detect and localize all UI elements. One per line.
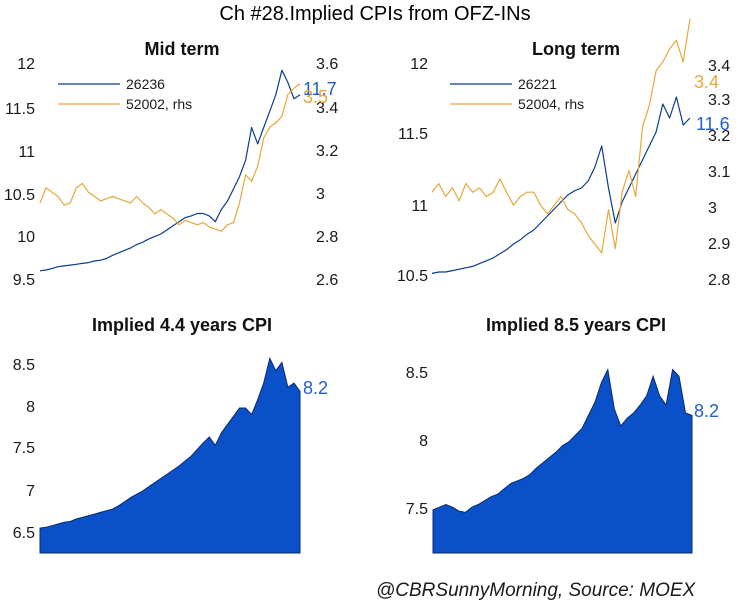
source-footer: @CBRSunnyMorning, Source: MOEX (376, 580, 696, 601)
y2-tick-label: 2.9 (708, 236, 730, 253)
y2-tick-label: 3.3 (708, 92, 730, 109)
area-fill (432, 367, 693, 554)
panel-title: Mid term (144, 39, 219, 59)
y-tick-label: 7 (26, 483, 35, 500)
legend-label: 26221 (518, 76, 557, 92)
legend-label: 52002, rhs (126, 96, 192, 112)
y-tick-label: 10.5 (4, 187, 35, 204)
panel-title: Implied 8.5 years CPI (486, 315, 666, 335)
y2-tick-label: 2.8 (316, 229, 338, 246)
panel-mid: Mid term9.51010.51111.5122.62.833.23.43.… (4, 39, 338, 289)
series-line-52004 (431, 18, 691, 254)
y-tick-label: 8 (419, 433, 428, 450)
y-tick-label: 11.5 (5, 101, 35, 118)
y-tick-label: 9.5 (13, 272, 35, 289)
y2-tick-label: 3.2 (708, 128, 730, 145)
y2-tick-label: 3 (708, 200, 717, 217)
y-tick-label: 8.5 (406, 365, 428, 382)
page-title: Ch #28.Implied CPIs from OFZ-INs (219, 3, 530, 25)
y2-tick-label: 3.6 (316, 56, 338, 73)
panel-title: Long term (532, 39, 620, 59)
panel-cpi85: Implied 8.5 years CPI 7.5 8 8.5 8.2 (406, 315, 719, 554)
y-tick-label: 7.5 (406, 501, 428, 518)
panel-long: Long term10.51111.5122.82.933.13.23.33.4… (397, 18, 730, 289)
y-tick-label: 8 (26, 399, 35, 416)
y-tick-label: 11 (18, 144, 35, 161)
end-value-label: 11.7 (303, 79, 337, 99)
y-tick-label: 11.5 (398, 126, 428, 143)
legend-label: 26236 (126, 76, 165, 92)
end-value-label-rhs: 3.4 (694, 72, 719, 92)
area-fill (39, 356, 301, 554)
y-tick-label: 8.5 (13, 357, 35, 374)
series-line-26221 (431, 96, 691, 274)
y-tick-label: 6.5 (13, 525, 35, 542)
y2-tick-label: 3.4 (708, 58, 730, 75)
y2-tick-label: 2.8 (708, 272, 730, 289)
y-tick-label: 10 (17, 229, 35, 246)
y-tick-label: 12 (17, 56, 35, 73)
y-tick-label: 11 (411, 198, 428, 215)
series-line-52002 (39, 83, 301, 232)
y2-tick-label: 3.1 (708, 164, 730, 181)
y-tick-label: 7.5 (13, 440, 35, 457)
y2-tick-label: 3.2 (316, 143, 338, 160)
panel-title: Implied 4.4 years CPI (92, 315, 272, 335)
y2-tick-label: 3 (316, 186, 325, 203)
legend-label: 52004, rhs (518, 96, 584, 112)
end-value-label-rhs: 3.5 (303, 87, 328, 107)
panel-cpi44: Implied 4.4 years CPI 6.5 7 7.5 8 8.5 8.2 (13, 315, 328, 554)
y-tick-label: 12 (410, 56, 428, 73)
y2-tick-label: 2.6 (316, 272, 338, 289)
end-value-label: 8.2 (303, 378, 328, 398)
end-value-label: 8.2 (694, 401, 719, 421)
chart-panels: Mid term9.51010.51111.5122.62.833.23.43.… (4, 18, 730, 554)
end-value-label: 11.6 (696, 114, 730, 134)
series-line-26236 (39, 69, 301, 272)
y2-tick-label: 3.4 (316, 100, 338, 117)
y-tick-label: 10.5 (397, 268, 428, 285)
